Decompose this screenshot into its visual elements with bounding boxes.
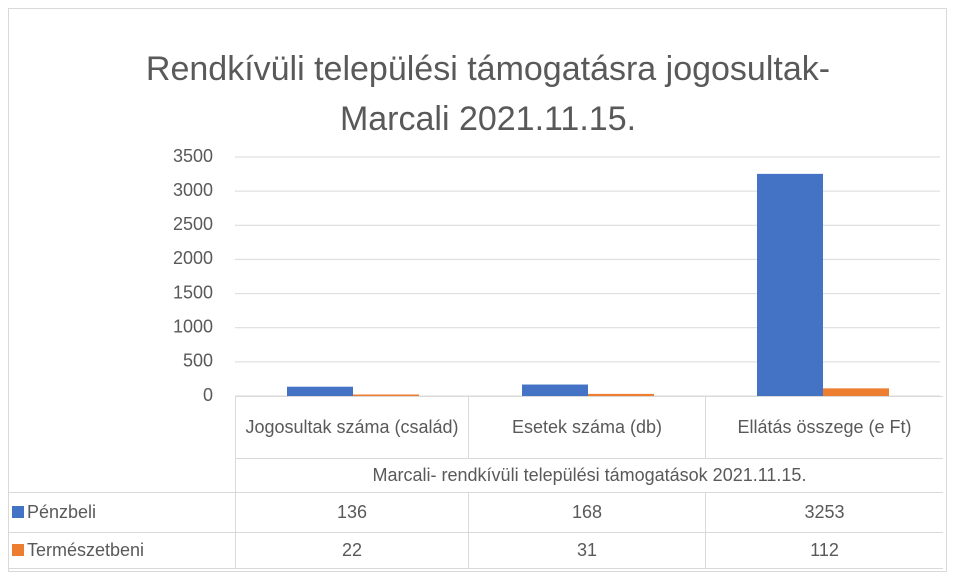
y-tick-label: 2500 [173, 214, 213, 234]
y-tick-label: 2000 [173, 248, 213, 268]
chart-frame [8, 8, 947, 572]
category-label: Jogosultak száma (család) [235, 396, 469, 459]
table-value: 136 [235, 492, 469, 533]
category-label: Ellátás összege (e Ft) [705, 396, 943, 459]
x-axis-label: Marcali- rendkívüli települési támogatás… [235, 458, 943, 493]
table-value: 112 [705, 532, 943, 569]
bar [522, 384, 588, 396]
bar [757, 173, 823, 396]
bar [823, 388, 889, 396]
legend-label: Pénzbeli [27, 502, 97, 522]
y-tick-label: 3500 [173, 146, 213, 166]
table-value: 31 [468, 532, 706, 569]
chart-title: Rendkívüli települési támogatásra jogosu… [145, 50, 831, 138]
bar [588, 393, 654, 396]
y-tick-label: 1500 [173, 282, 213, 302]
y-tick-label: 0 [203, 385, 213, 405]
legend-entry: Pénzbeli [8, 492, 236, 533]
legend-entry: Természetbeni [8, 532, 236, 569]
corner [8, 397, 236, 459]
corner [8, 459, 236, 493]
y-tick-label: 1000 [173, 316, 213, 336]
data-table: Jogosultak száma (család) Esetek száma (… [8, 396, 943, 569]
table-value: 3253 [705, 492, 943, 533]
y-tick-label: 3000 [173, 180, 213, 200]
bar [287, 386, 353, 396]
y-tick-label: 500 [183, 351, 213, 371]
legend-label: Természetbeni [27, 540, 145, 560]
bar [353, 394, 419, 396]
table-value: 168 [468, 492, 706, 533]
legend-swatch [12, 506, 24, 518]
table-value: 22 [235, 532, 469, 569]
legend-swatch [12, 544, 24, 556]
category-label: Esetek száma (db) [468, 396, 706, 459]
